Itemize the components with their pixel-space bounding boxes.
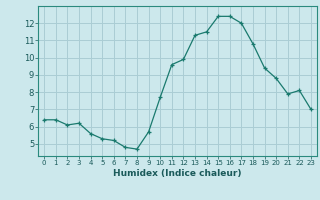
X-axis label: Humidex (Indice chaleur): Humidex (Indice chaleur) — [113, 169, 242, 178]
